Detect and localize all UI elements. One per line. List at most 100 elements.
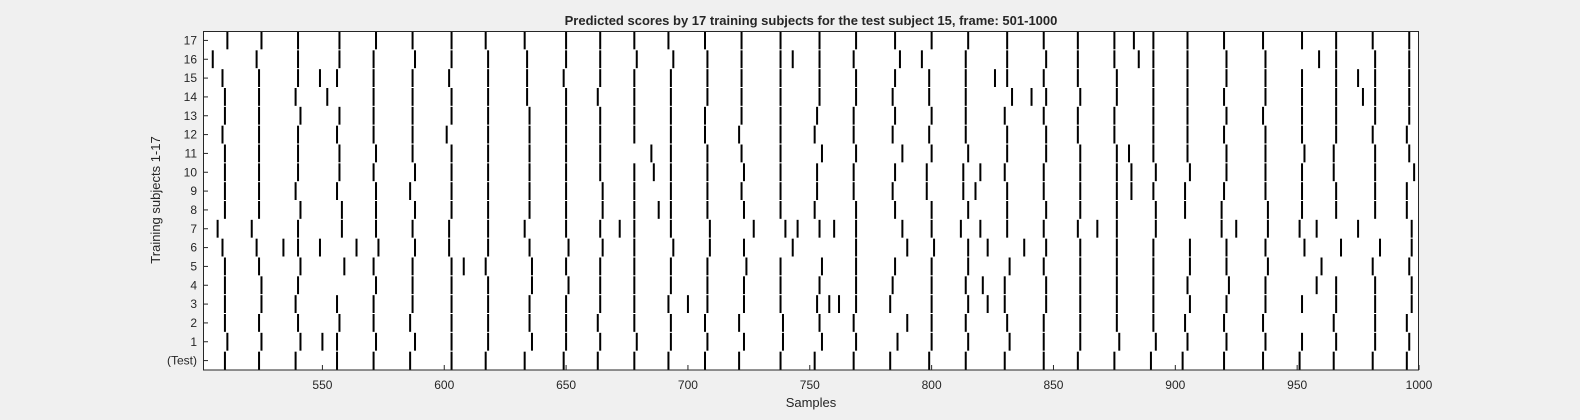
event-mark bbox=[1301, 163, 1304, 182]
event-mark bbox=[1405, 201, 1408, 219]
event-mark bbox=[818, 31, 821, 50]
event-mark bbox=[738, 351, 741, 370]
event-mark bbox=[779, 69, 782, 87]
event-mark bbox=[528, 182, 531, 200]
event-mark bbox=[411, 219, 414, 238]
event-mark bbox=[1225, 257, 1228, 276]
event-mark bbox=[1335, 332, 1338, 351]
event-mark bbox=[1115, 69, 1118, 87]
event-mark bbox=[1003, 351, 1006, 370]
event-mark bbox=[852, 50, 855, 69]
event-mark bbox=[1264, 50, 1267, 69]
event-mark bbox=[1076, 69, 1079, 87]
event-mark bbox=[1371, 125, 1374, 144]
event-mark bbox=[979, 219, 982, 238]
event-mark bbox=[930, 144, 933, 163]
event-mark bbox=[338, 314, 341, 332]
event-mark bbox=[1225, 332, 1228, 351]
event-mark bbox=[740, 106, 743, 125]
event-mark bbox=[1152, 144, 1155, 163]
event-mark bbox=[1184, 201, 1187, 219]
event-mark bbox=[1301, 88, 1304, 106]
event-mark bbox=[652, 163, 655, 182]
event-mark bbox=[852, 351, 855, 370]
event-mark bbox=[779, 351, 782, 370]
event-mark bbox=[967, 201, 970, 219]
event-mark bbox=[633, 182, 636, 200]
event-mark bbox=[1298, 351, 1301, 370]
event-mark bbox=[1335, 31, 1338, 50]
event-mark bbox=[299, 201, 302, 219]
event-mark bbox=[779, 125, 782, 144]
y-tick-label: 7 bbox=[190, 222, 197, 236]
event-mark bbox=[1079, 276, 1082, 295]
event-mark bbox=[1408, 69, 1411, 87]
event-mark bbox=[928, 69, 931, 87]
event-mark bbox=[1374, 69, 1377, 87]
event-mark bbox=[375, 182, 378, 200]
event-mark bbox=[1115, 144, 1118, 163]
event-mark bbox=[959, 219, 962, 238]
event-mark bbox=[375, 219, 378, 238]
event-mark bbox=[1008, 257, 1011, 276]
event-mark bbox=[338, 163, 341, 182]
event-mark bbox=[1266, 201, 1269, 219]
event-mark bbox=[599, 106, 602, 125]
event-mark bbox=[1115, 295, 1118, 313]
event-mark bbox=[1408, 332, 1411, 351]
x-tick-label: 850 bbox=[1043, 378, 1063, 392]
event-mark bbox=[894, 69, 897, 87]
event-mark bbox=[596, 351, 599, 370]
event-mark bbox=[1235, 219, 1238, 238]
x-tick-label: 900 bbox=[1165, 378, 1185, 392]
event-mark bbox=[1264, 144, 1267, 163]
event-mark bbox=[1374, 106, 1377, 125]
event-mark bbox=[1115, 276, 1118, 295]
event-mark bbox=[1006, 69, 1009, 87]
event-mark bbox=[1225, 238, 1228, 257]
event-mark bbox=[223, 295, 226, 313]
event-mark bbox=[1113, 125, 1116, 144]
event-mark bbox=[669, 125, 672, 144]
event-mark bbox=[1042, 106, 1045, 125]
event-mark bbox=[411, 69, 414, 87]
event-mark bbox=[414, 332, 417, 351]
event-mark bbox=[1262, 314, 1265, 332]
event-mark bbox=[1374, 88, 1377, 106]
event-mark bbox=[779, 50, 782, 69]
event-mark bbox=[813, 125, 816, 144]
event-mark bbox=[565, 314, 568, 332]
event-mark bbox=[1223, 351, 1226, 370]
event-mark bbox=[1045, 125, 1048, 144]
event-mark bbox=[450, 351, 453, 370]
event-mark bbox=[1115, 88, 1118, 106]
event-mark bbox=[450, 201, 453, 219]
event-mark bbox=[1335, 69, 1338, 87]
event-mark bbox=[791, 238, 794, 257]
event-mark bbox=[967, 31, 970, 50]
event-mark bbox=[779, 88, 782, 106]
event-mark bbox=[1410, 295, 1413, 313]
event-mark bbox=[484, 31, 487, 50]
event-mark bbox=[1045, 144, 1048, 163]
event-mark bbox=[372, 125, 375, 144]
event-mark bbox=[1408, 257, 1411, 276]
event-mark bbox=[1408, 88, 1411, 106]
event-mark bbox=[964, 106, 967, 125]
event-mark bbox=[657, 201, 660, 219]
event-mark bbox=[294, 88, 297, 106]
event-mark bbox=[1301, 31, 1304, 50]
event-mark bbox=[1266, 257, 1269, 276]
event-mark bbox=[667, 295, 670, 313]
event-mark bbox=[852, 182, 855, 200]
event-mark bbox=[818, 314, 821, 332]
event-mark bbox=[1186, 276, 1189, 295]
event-mark bbox=[1408, 31, 1411, 50]
event-mark bbox=[855, 69, 858, 87]
event-mark bbox=[618, 219, 621, 238]
event-mark bbox=[372, 106, 375, 125]
event-mark bbox=[1006, 219, 1009, 238]
event-mark bbox=[1405, 182, 1408, 200]
event-mark bbox=[1115, 238, 1118, 257]
event-mark bbox=[1079, 314, 1082, 332]
